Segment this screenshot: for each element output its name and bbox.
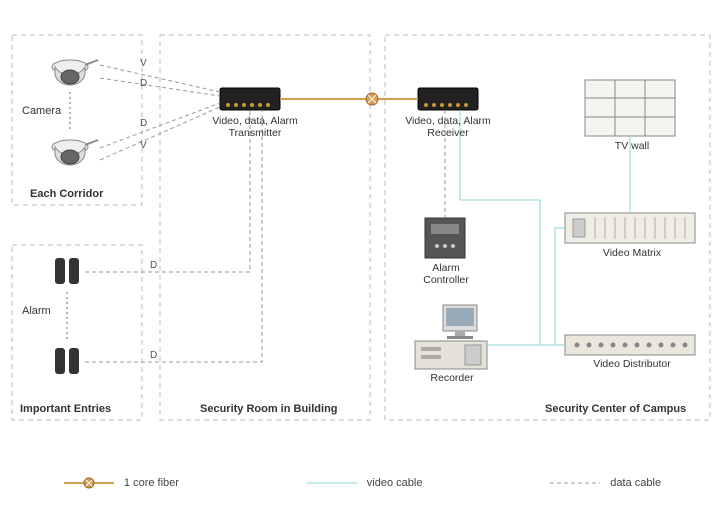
legend-fiber-label: 1 core fiber xyxy=(124,477,179,489)
legend-video: video cable xyxy=(307,477,423,489)
group-label: Important Entries xyxy=(20,403,111,415)
path-letter: D xyxy=(140,118,147,129)
path-letter: V xyxy=(140,140,147,151)
path-letter: D xyxy=(150,260,157,271)
transmitter-icon xyxy=(220,88,280,110)
tv-wall-icon xyxy=(585,80,675,136)
legend-data-label: data cable xyxy=(610,477,661,489)
alarm-controller-icon xyxy=(425,218,465,258)
distributor-label: Video Distributor xyxy=(572,358,692,370)
camera-icon xyxy=(52,60,98,85)
path-letter: D xyxy=(140,78,147,89)
recorder-icon xyxy=(415,305,487,369)
transmitter-label: Video, data, Alarm Transmitter xyxy=(195,115,315,139)
legend-video-label: video cable xyxy=(367,477,423,489)
group-label: Each Corridor xyxy=(30,188,103,200)
path-letter: D xyxy=(150,350,157,361)
alarm-label: Alarm xyxy=(22,305,51,317)
tvwall-label: TV wall xyxy=(572,140,692,152)
recorder-label: Recorder xyxy=(392,372,512,384)
alarm-icon xyxy=(55,348,79,374)
receiver-label: Video, data, Alarm Receiver xyxy=(388,115,508,139)
legend-fiber: 1 core fiber xyxy=(64,477,179,489)
camera-label: Camera xyxy=(22,105,61,117)
video-distributor-icon xyxy=(565,335,695,355)
group-label: Security Center of Campus xyxy=(545,403,686,415)
receiver-icon xyxy=(418,88,478,110)
matrix-label: Video Matrix xyxy=(572,247,692,259)
camera-icon xyxy=(52,140,98,165)
group-label: Security Room in Building xyxy=(200,403,338,415)
video-matrix-icon xyxy=(565,213,695,243)
alarm-controller-label: Alarm Controller xyxy=(386,262,506,286)
cable-d xyxy=(85,110,262,362)
legend: 1 core fiber video cable data cable xyxy=(0,468,725,498)
alarm-icon xyxy=(55,258,79,284)
legend-data: data cable xyxy=(550,477,661,489)
path-letter: V xyxy=(140,58,147,69)
video-cable xyxy=(555,228,565,345)
